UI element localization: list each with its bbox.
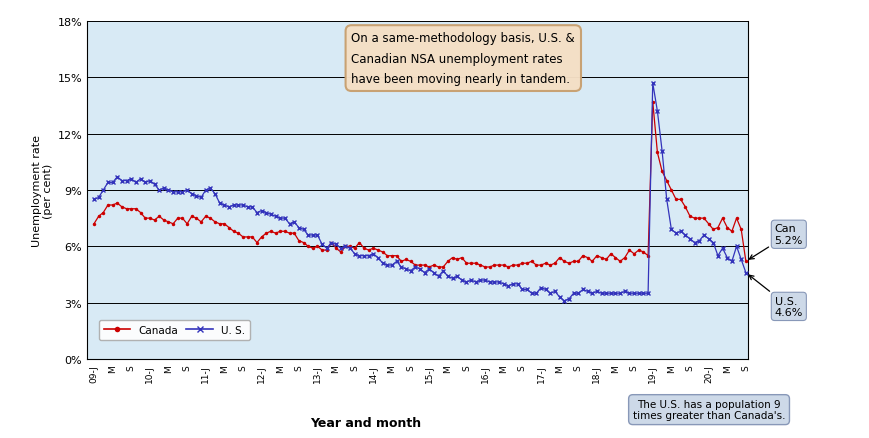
Line: Canada: Canada bbox=[92, 101, 746, 269]
Text: On a same-methodology basis, U.S. &
Canadian NSA unemployment rates
have been mo: On a same-methodology basis, U.S. & Cana… bbox=[351, 32, 574, 86]
Text: Can
5.2%: Can 5.2% bbox=[748, 224, 802, 259]
U. S. bbox=[126, 177, 136, 182]
Canada bbox=[126, 207, 136, 212]
Text: Year and month: Year and month bbox=[309, 416, 421, 429]
Canada bbox=[647, 100, 657, 105]
Legend: Canada, U. S.: Canada, U. S. bbox=[99, 320, 250, 340]
Canada bbox=[717, 216, 727, 221]
Canada bbox=[666, 188, 676, 193]
Canada bbox=[423, 265, 434, 270]
Canada bbox=[93, 214, 103, 219]
Y-axis label: Unemployment rate
(per cent): Unemployment rate (per cent) bbox=[31, 134, 53, 247]
U. S. bbox=[302, 233, 313, 238]
Text: The U.S. has a population 9
times greater than Canada's.: The U.S. has a population 9 times greate… bbox=[632, 399, 785, 420]
U. S. bbox=[717, 246, 727, 251]
U. S. bbox=[559, 298, 569, 304]
U. S. bbox=[93, 195, 103, 201]
Text: U.S.
4.6%: U.S. 4.6% bbox=[748, 276, 802, 318]
Line: U. S.: U. S. bbox=[92, 81, 747, 303]
Canada bbox=[652, 150, 662, 155]
U. S. bbox=[652, 109, 662, 114]
Canada bbox=[740, 259, 750, 265]
Canada bbox=[89, 222, 99, 227]
U. S. bbox=[666, 227, 676, 233]
Canada bbox=[302, 244, 313, 249]
U. S. bbox=[740, 270, 750, 276]
U. S. bbox=[647, 81, 657, 86]
U. S. bbox=[89, 197, 99, 202]
